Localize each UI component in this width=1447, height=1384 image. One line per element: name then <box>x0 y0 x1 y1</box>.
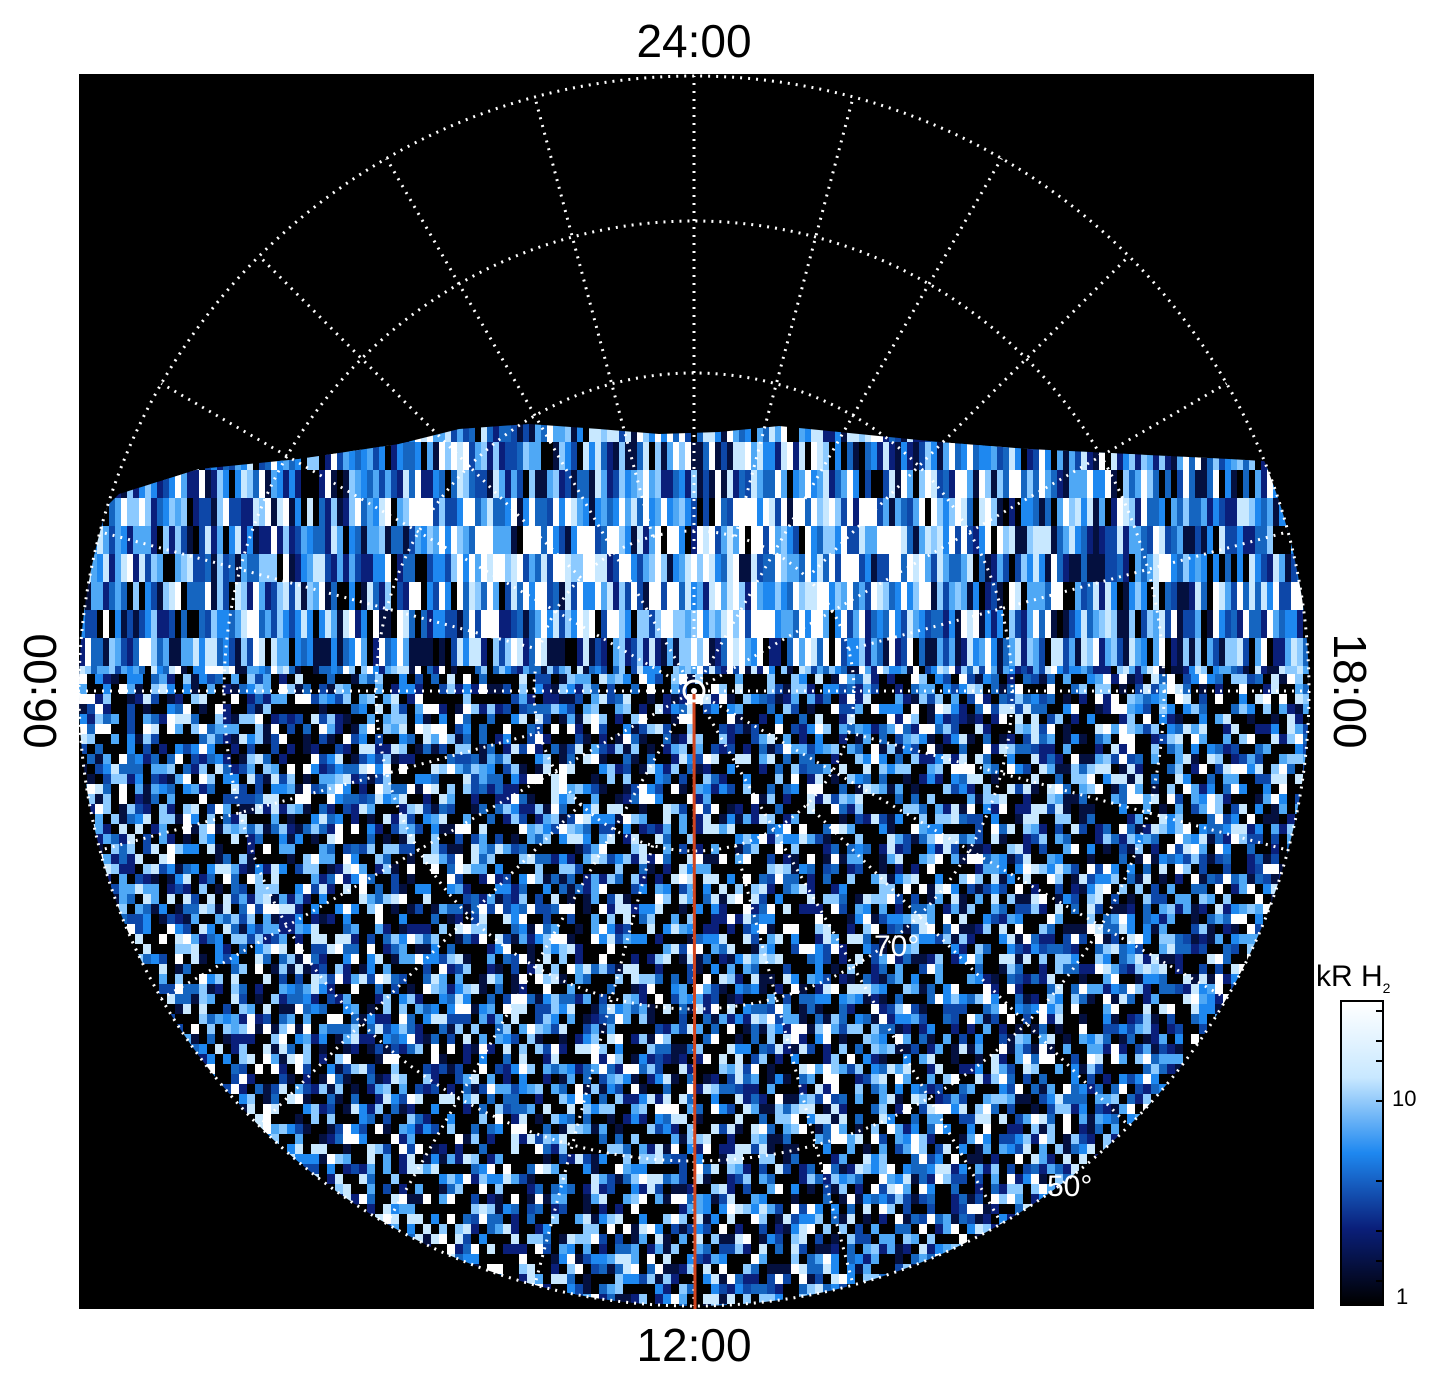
colorbar-title: kR H2 <box>1316 960 1390 996</box>
colorbar-title-text: kR H <box>1316 960 1383 993</box>
colorbar-minor-tick <box>1376 1230 1384 1232</box>
polar-projection-map: 70° 50° <box>79 74 1314 1309</box>
colorbar-tick-label-1: 1 <box>1396 1284 1409 1309</box>
colorbar-minor-tick <box>1376 1060 1384 1062</box>
local-time-label-12: 12:00 <box>636 1319 752 1371</box>
colorbar-minor-tick <box>1376 1010 1384 1012</box>
colorbar-minor-tick <box>1376 1100 1384 1102</box>
colorbar-minor-tick <box>1376 1040 1384 1042</box>
local-time-label-24: 24:00 <box>636 15 752 67</box>
circle-marker-icon <box>682 679 706 703</box>
local-time-label-18: 18:00 <box>1324 633 1376 749</box>
local-time-label-06: 06:00 <box>14 633 66 749</box>
polar-projection-svg: 70° 50° <box>79 74 1314 1309</box>
latitude-label-50: 50° <box>1047 1170 1092 1203</box>
colorbar-title-subscript: 2 <box>1382 980 1391 996</box>
grid-layer <box>79 74 1311 1308</box>
colorbar-minor-tick <box>1376 1280 1384 1282</box>
colorbar-tick-label-10: 10 <box>1392 1086 1417 1111</box>
colorbar-minor-tick <box>1376 1180 1384 1182</box>
colorbar-minor-tick <box>1376 1260 1384 1262</box>
colorbar <box>1340 1000 1384 1306</box>
latitude-label-70: 70° <box>874 930 919 963</box>
spacecraft-track-line <box>692 690 697 1309</box>
